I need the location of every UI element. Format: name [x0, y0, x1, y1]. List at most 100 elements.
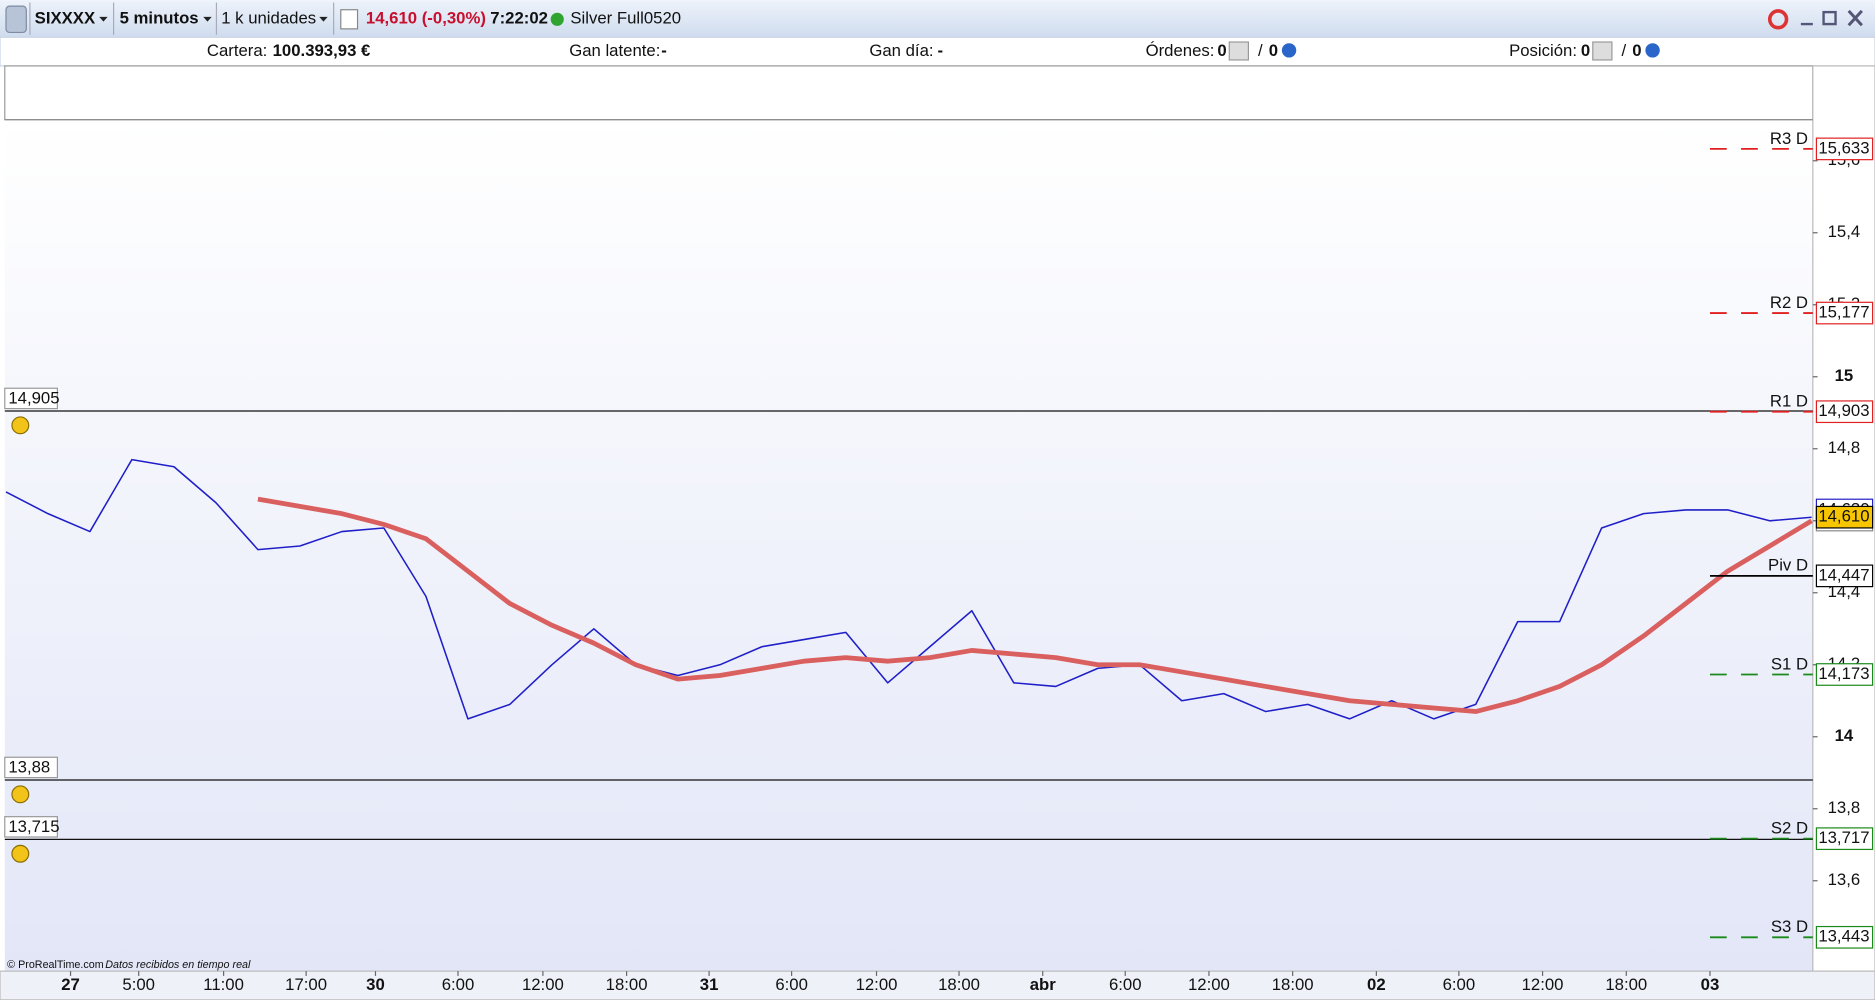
x-tick-label: 02 — [1367, 975, 1386, 994]
cancel-orders-icon[interactable] — [1228, 41, 1250, 61]
refresh-icon[interactable] — [1767, 9, 1789, 30]
settings-icon[interactable] — [1281, 43, 1297, 58]
price-tag: 14,610 — [1818, 507, 1869, 526]
level-price: 13,717 — [1818, 828, 1869, 847]
alarm-bell[interactable] — [11, 785, 30, 804]
unrealized-label: Gan latente: — [569, 41, 660, 60]
x-tick-label: 12:00 — [1188, 975, 1230, 994]
x-tick-label: 30 — [366, 975, 385, 994]
x-tick-label: 12:00 — [522, 975, 564, 994]
level-name: R3 D — [1770, 129, 1808, 148]
day-gain-value: - — [938, 41, 944, 60]
status-dot — [550, 12, 564, 26]
position-separator: / — [1621, 41, 1626, 60]
orders-label: Órdenes: — [1146, 41, 1215, 60]
orders-separator: / — [1258, 41, 1263, 60]
level-name: S3 D — [1771, 917, 1808, 936]
portfolio-value: 100.393,93 € — [273, 41, 371, 60]
y-tick-label: 15,4 — [1828, 222, 1861, 241]
level-price: 14,447 — [1818, 565, 1869, 584]
copyright: © ProRealTime.com — [7, 959, 104, 971]
empty-panel — [4, 65, 1814, 121]
y-tick-label: 14 — [1835, 726, 1854, 745]
x-tick-label: 27 — [61, 975, 80, 994]
moving-average — [257, 496, 1813, 714]
position-total: 0 — [1632, 41, 1641, 60]
dropdown-arrow[interactable] — [203, 16, 212, 22]
x-tick-label: 17:00 — [285, 975, 327, 994]
level-name: R1 D — [1770, 392, 1808, 411]
level-price-box — [1815, 827, 1874, 851]
level-name: S1 D — [1771, 654, 1808, 673]
x-tick-label: abr — [1030, 975, 1057, 994]
price-line — [5, 458, 1812, 720]
x-tick-label: 5:00 — [122, 975, 155, 994]
level-price: 14,903 — [1818, 401, 1869, 420]
x-tick-label: 6:00 — [1109, 975, 1142, 994]
toolbar — [0, 0, 1875, 38]
y-tick-label: 13,6 — [1828, 870, 1861, 889]
level-price: 13,443 — [1818, 927, 1869, 946]
close-position-icon[interactable] — [1592, 41, 1613, 61]
info-icon[interactable] — [340, 9, 359, 30]
x-tick-label: 6:00 — [442, 975, 475, 994]
settings-icon[interactable] — [1645, 43, 1660, 58]
position-label: Posición: — [1509, 41, 1577, 60]
dropdown-arrow[interactable] — [99, 16, 108, 22]
orders-total: 0 — [1269, 41, 1278, 60]
dropdown-arrow[interactable] — [319, 16, 328, 22]
level-price-box — [1815, 301, 1874, 325]
level-price-box — [1815, 400, 1874, 424]
orders-value: 0 — [1217, 41, 1226, 60]
quote: 14,610 (-0,30%) — [366, 9, 486, 28]
x-tick-label: 6:00 — [775, 975, 808, 994]
level-price-box — [1815, 137, 1874, 161]
units[interactable]: 1 k unidades — [221, 9, 316, 28]
level-price-box — [1815, 564, 1874, 588]
alarm-label-box — [4, 816, 58, 838]
time-axis — [0, 970, 1875, 1000]
x-tick-label: 18:00 — [1272, 975, 1314, 994]
x-tick-label: 12:00 — [1522, 975, 1564, 994]
level-name: R2 D — [1770, 293, 1808, 312]
level-price-box — [1815, 925, 1874, 949]
alarm-label: 13,88 — [8, 757, 50, 776]
account-bar — [0, 36, 1875, 67]
unrealized-value: - — [661, 41, 667, 60]
instrument: Silver Full0520 — [570, 9, 681, 28]
level-price: 15,633 — [1818, 138, 1869, 157]
plot-area — [4, 119, 1813, 972]
alarm-label: 14,905 — [8, 388, 59, 407]
alarm-label-box — [4, 387, 58, 410]
x-tick-label: 18:00 — [606, 975, 648, 994]
x-tick-label: 11:00 — [203, 975, 244, 994]
x-tick-label: 6:00 — [1443, 975, 1476, 994]
x-tick-label: 12:00 — [856, 975, 898, 994]
y-tick-label: 14,8 — [1828, 438, 1861, 457]
level-price-box — [1815, 663, 1874, 686]
period[interactable]: 5 minutos — [120, 9, 199, 28]
x-tick-label: 18:00 — [1605, 975, 1647, 994]
level-price: 15,177 — [1818, 302, 1869, 321]
close-button[interactable] — [1847, 9, 1863, 27]
day-gain-label: Gan día: — [869, 41, 933, 60]
level-name: S2 D — [1771, 819, 1808, 838]
feed-status: Datos recibidos en tiempo real — [105, 959, 251, 971]
x-tick-label: 18:00 — [938, 975, 980, 994]
restore-button[interactable] — [1822, 10, 1837, 26]
portfolio-label: Cartera: — [207, 41, 267, 60]
level-name: Piv D — [1768, 556, 1808, 575]
level-price: 14,173 — [1818, 664, 1869, 683]
alarm-bell[interactable] — [11, 844, 30, 863]
x-tick-label: 31 — [700, 975, 719, 994]
y-tick-label: 13,8 — [1828, 798, 1861, 817]
clock: 7:22:02 — [490, 9, 548, 28]
alarm-bell[interactable] — [11, 416, 30, 435]
menu-icon[interactable] — [5, 5, 27, 34]
x-tick-label: 03 — [1701, 975, 1720, 994]
y-tick-label: 15 — [1835, 366, 1854, 385]
position-value: 0 — [1581, 41, 1590, 60]
symbol[interactable]: SIXXXX — [35, 9, 96, 28]
alarm-label-box — [4, 756, 58, 779]
